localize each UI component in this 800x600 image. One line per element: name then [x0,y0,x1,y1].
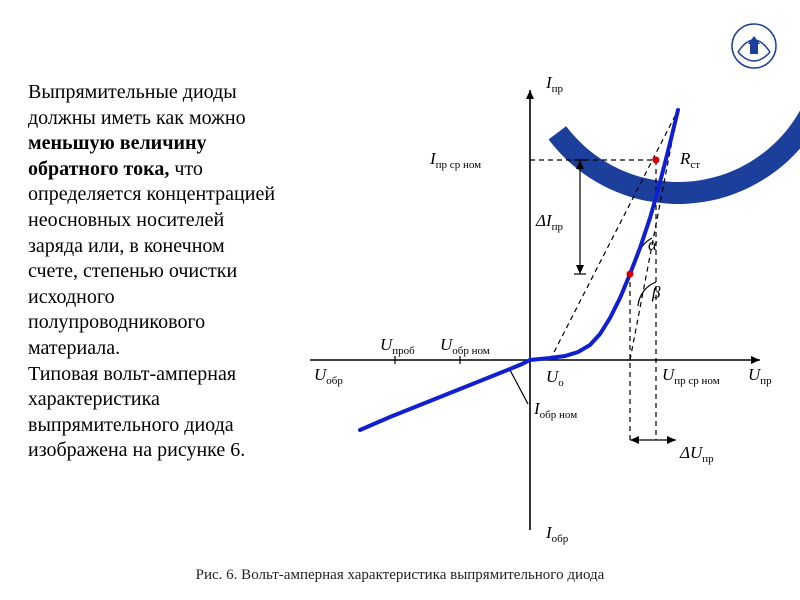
svg-text:Uпр ср ном: Uпр ср ном [662,365,720,387]
svg-text:Uобр ном: Uобр ном [440,335,490,357]
body-text: Выпрямительные диоды должны иметь как мо… [28,80,278,464]
text-p2: Типовая вольт-амперная характеристика вы… [28,363,245,462]
iv-chart: Iпр Iобр Uпр Uобр Iпр ср ном Rст ΔIпр α β Uпроб Uо… [300,60,780,550]
svg-text:Iобр: Iобр [545,523,569,545]
svg-text:ΔUпр: ΔUпр [679,443,714,465]
svg-text:Uпроб: Uпроб [380,335,415,357]
svg-text:Uпр: Uпр [748,365,772,387]
text-p1a: Выпрямительные диоды должны иметь как мо… [28,81,246,129]
svg-text:Iобр ном: Iобр ном [533,399,577,421]
svg-text:β: β [651,283,661,302]
page-root: Выпрямительные диоды должны иметь как мо… [0,0,800,600]
svg-text:ΔIпр: ΔIпр [535,211,564,233]
svg-text:Iпр ср ном: Iпр ср ном [429,149,481,171]
svg-text:Uобр: Uобр [314,365,343,387]
svg-text:α: α [648,235,658,254]
text-p1c: что определяется концентрацией неосновны… [28,158,275,359]
figure-caption: Рис. 6. Вольт-амперная характеристика вы… [0,567,800,584]
svg-text:Uо: Uо [546,367,564,389]
svg-text:Rст: Rст [679,149,700,171]
svg-text:Iпр: Iпр [545,73,564,95]
